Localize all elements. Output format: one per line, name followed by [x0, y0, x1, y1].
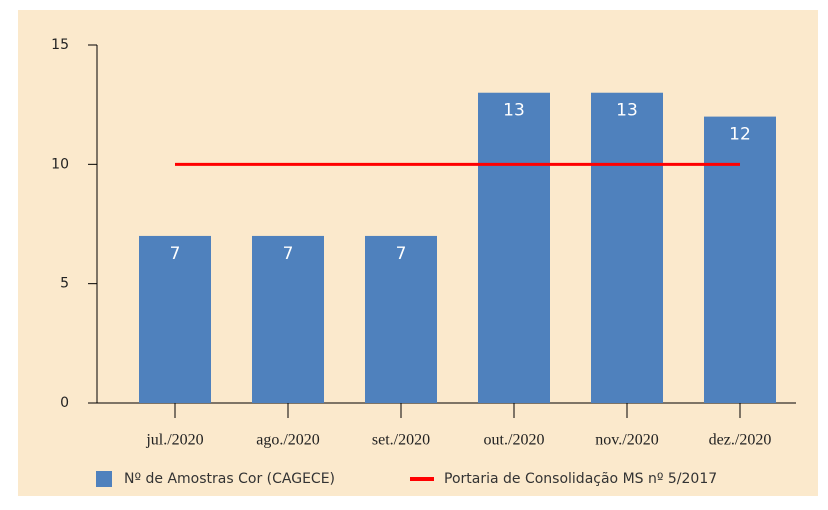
bar	[478, 92, 550, 403]
y-tick-label: 0	[60, 395, 69, 411]
y-tick-label: 10	[51, 156, 69, 172]
bar-value-label: 13	[616, 101, 638, 121]
bar-value-label: 7	[170, 244, 181, 264]
bar-value-label: 12	[729, 125, 751, 145]
bar	[704, 116, 776, 403]
x-tick-label: ago./2020	[256, 432, 320, 449]
legend-label: Portaria de Consolidação MS nº 5/2017	[444, 471, 717, 487]
legend-swatch	[96, 471, 112, 487]
x-tick-label: out./2020	[484, 432, 545, 449]
x-tick-label: nov./2020	[595, 432, 658, 449]
bar-value-label: 13	[503, 101, 525, 121]
bar-value-label: 7	[396, 244, 407, 264]
bar	[591, 92, 663, 403]
y-tick-label: 5	[60, 276, 69, 292]
bar-value-label: 7	[283, 244, 294, 264]
bar	[139, 235, 211, 403]
bar	[252, 235, 324, 403]
x-tick-label: set./2020	[372, 432, 430, 449]
x-tick-label: jul./2020	[145, 432, 203, 449]
legend-label: Nº de Amostras Cor (CAGECE)	[124, 471, 335, 487]
bar	[365, 235, 437, 403]
y-tick-label: 15	[51, 37, 69, 53]
x-tick-label: dez./2020	[709, 432, 772, 449]
